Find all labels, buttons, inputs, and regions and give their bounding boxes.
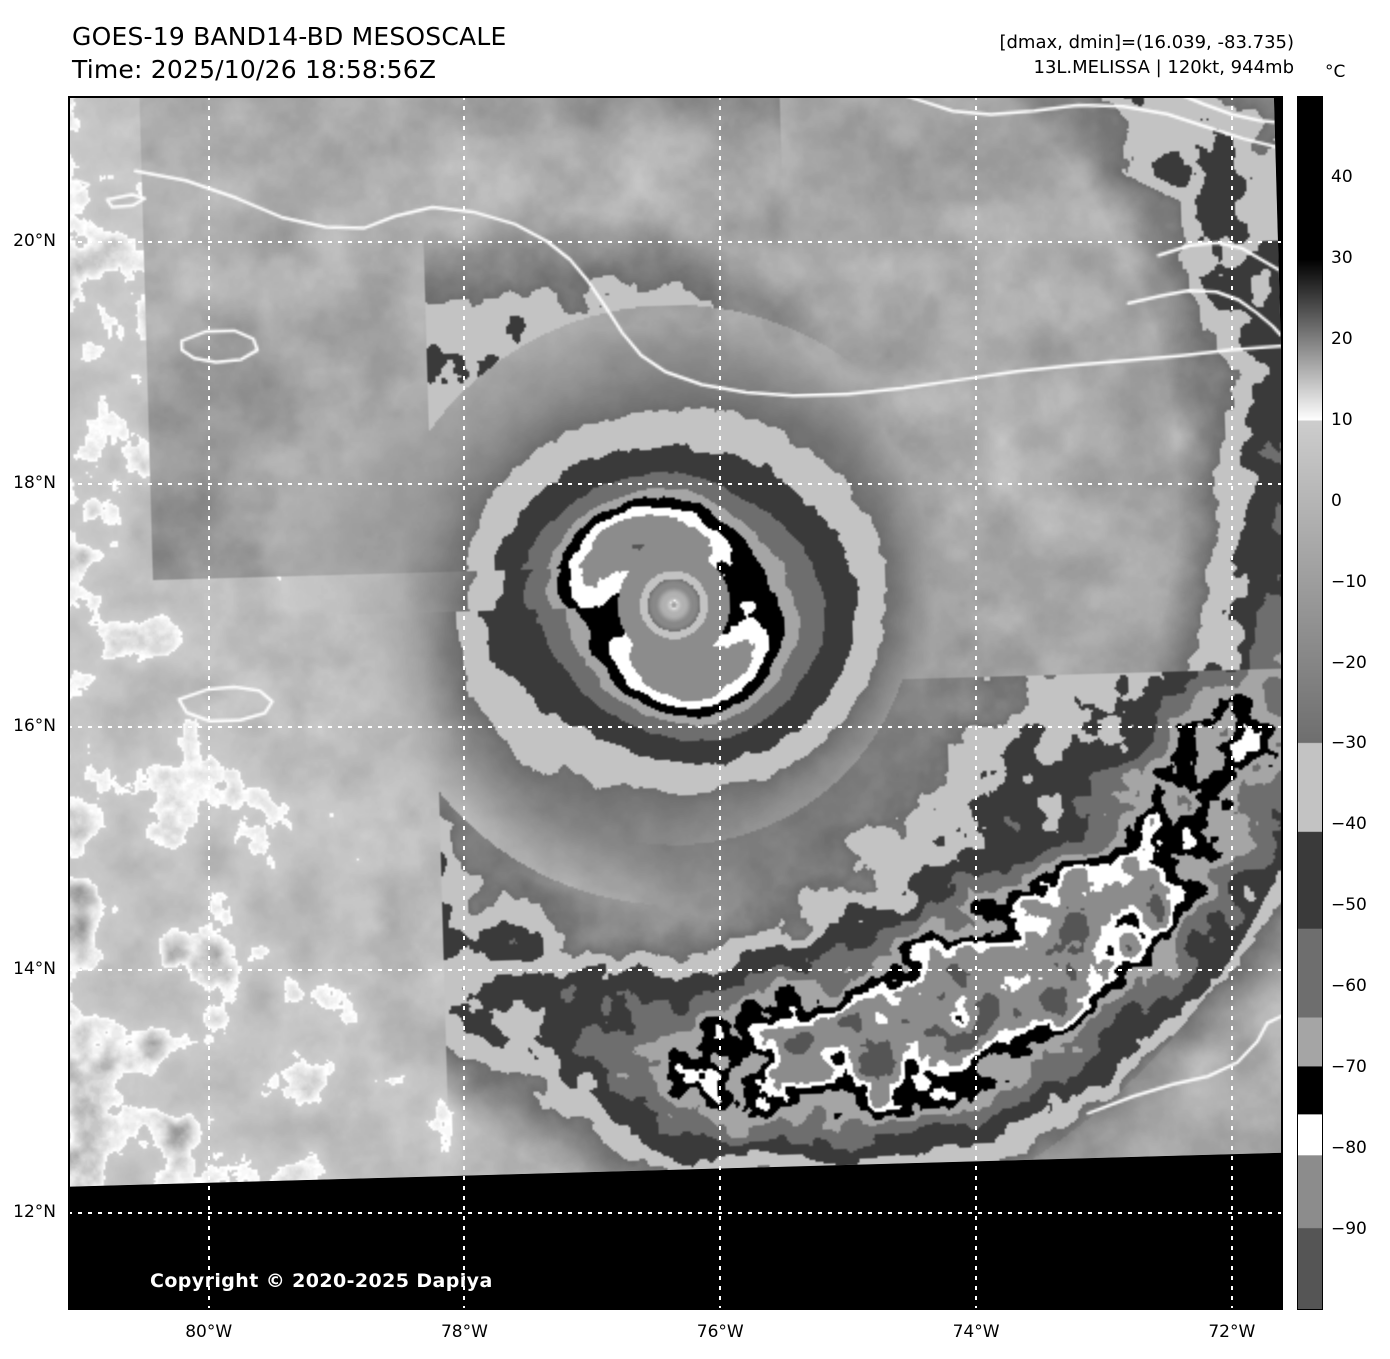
lon-tick-label: 74°W bbox=[952, 1322, 1000, 1342]
colorbar-tick-label: −80 bbox=[1331, 1138, 1367, 1159]
colorbar-tick-label: −60 bbox=[1331, 976, 1367, 997]
gridline-lat bbox=[68, 1211, 1283, 1214]
copyright-label: Copyright © 2020-2025 Dapiya bbox=[150, 1270, 493, 1292]
temperature-colorbar[interactable] bbox=[1297, 96, 1323, 1310]
storm-info-label: 13L.MELISSA | 120kt, 944mb bbox=[1033, 57, 1295, 78]
colorbar-gradient bbox=[1298, 97, 1322, 1309]
colorbar-tick-label: −90 bbox=[1331, 1219, 1367, 1240]
lat-tick-label: 18°N bbox=[13, 473, 56, 494]
colorbar-tick-label: −40 bbox=[1331, 814, 1367, 835]
colorbar-tick-label: 0 bbox=[1331, 490, 1342, 511]
title-block: GOES-19 BAND14-BD MESOSCALE Time: 2025/1… bbox=[72, 20, 506, 86]
page-title: GOES-19 BAND14-BD MESOSCALE bbox=[72, 22, 507, 51]
satellite-image-plot[interactable]: Copyright © 2020-2025 Dapiya bbox=[68, 96, 1283, 1310]
lon-tick-label: 80°W bbox=[185, 1322, 233, 1342]
infrared-imagery-canvas bbox=[68, 96, 1283, 1188]
colorbar-tick-label: 20 bbox=[1331, 328, 1353, 349]
lat-tick-label: 16°N bbox=[13, 716, 56, 737]
colorbar-tick-label: −10 bbox=[1331, 571, 1367, 592]
lat-tick-label: 12°N bbox=[13, 1201, 56, 1222]
colorbar-unit-label: °C bbox=[1325, 62, 1346, 82]
lon-tick-label: 72°W bbox=[1208, 1322, 1256, 1342]
lon-tick-label: 78°W bbox=[440, 1322, 488, 1342]
lat-tick-label: 14°N bbox=[13, 959, 56, 980]
colorbar-tick-label: −70 bbox=[1331, 1057, 1367, 1078]
colorbar-tick-label: 10 bbox=[1331, 409, 1353, 430]
mesoscale-sector bbox=[68, 96, 1283, 1188]
data-range-label: [dmax, dmin]=(16.039, -83.735) bbox=[999, 32, 1294, 53]
lon-tick-label: 76°W bbox=[696, 1322, 744, 1342]
lat-tick-label: 20°N bbox=[13, 230, 56, 251]
colorbar-tick-label: −20 bbox=[1331, 652, 1367, 673]
colorbar-tick-label: −50 bbox=[1331, 895, 1367, 916]
timestamp-label: Time: 2025/10/26 18:58:56Z bbox=[72, 55, 437, 84]
colorbar-tick-label: −30 bbox=[1331, 733, 1367, 754]
colorbar-tick-label: 30 bbox=[1331, 247, 1353, 268]
metadata-block: [dmax, dmin]=(16.039, -83.735) 13L.MELIS… bbox=[999, 30, 1294, 80]
colorbar-tick-label: 40 bbox=[1331, 166, 1353, 187]
